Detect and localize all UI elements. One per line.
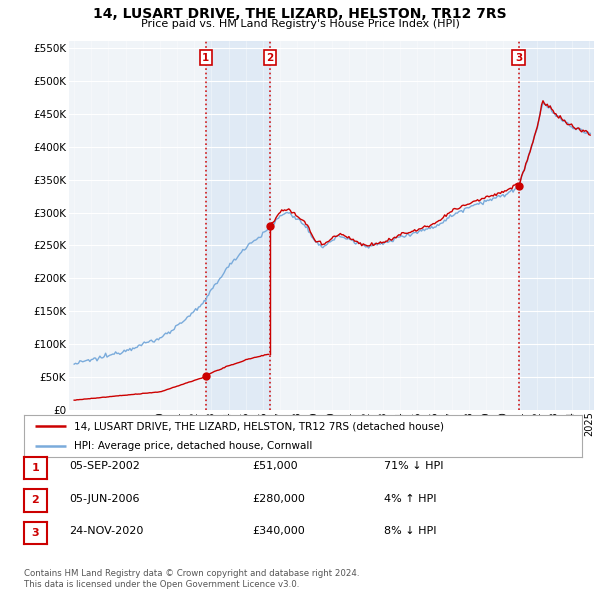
Text: 8% ↓ HPI: 8% ↓ HPI <box>384 526 437 536</box>
Text: £340,000: £340,000 <box>252 526 305 536</box>
Text: HPI: Average price, detached house, Cornwall: HPI: Average price, detached house, Corn… <box>74 441 313 451</box>
Text: £280,000: £280,000 <box>252 494 305 503</box>
Text: Price paid vs. HM Land Registry's House Price Index (HPI): Price paid vs. HM Land Registry's House … <box>140 19 460 30</box>
Text: 14, LUSART DRIVE, THE LIZARD, HELSTON, TR12 7RS: 14, LUSART DRIVE, THE LIZARD, HELSTON, T… <box>93 7 507 21</box>
Text: 2: 2 <box>32 496 39 505</box>
Text: 05-JUN-2006: 05-JUN-2006 <box>69 494 139 503</box>
Text: 3: 3 <box>32 528 39 537</box>
Text: 2: 2 <box>266 53 274 63</box>
Text: 71% ↓ HPI: 71% ↓ HPI <box>384 461 443 471</box>
Text: Contains HM Land Registry data © Crown copyright and database right 2024.
This d: Contains HM Land Registry data © Crown c… <box>24 569 359 589</box>
Text: 24-NOV-2020: 24-NOV-2020 <box>69 526 143 536</box>
Text: 14, LUSART DRIVE, THE LIZARD, HELSTON, TR12 7RS (detached house): 14, LUSART DRIVE, THE LIZARD, HELSTON, T… <box>74 421 444 431</box>
Text: £51,000: £51,000 <box>252 461 298 471</box>
Text: 3: 3 <box>515 53 522 63</box>
Text: 1: 1 <box>202 53 209 63</box>
Bar <box>206 41 270 410</box>
Text: 05-SEP-2002: 05-SEP-2002 <box>69 461 140 471</box>
Bar <box>518 41 594 410</box>
Text: 4% ↑ HPI: 4% ↑ HPI <box>384 494 437 503</box>
Text: 1: 1 <box>32 463 39 473</box>
